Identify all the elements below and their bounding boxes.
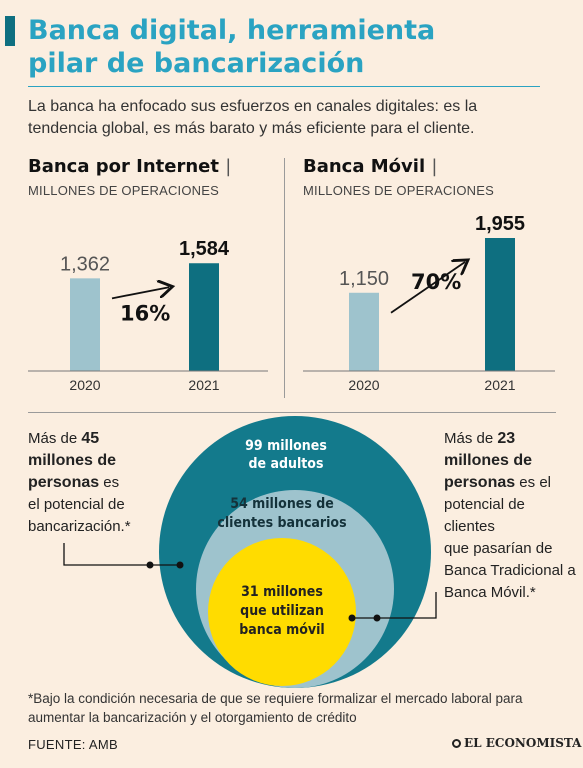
growth-arrow [111,287,169,300]
right-note-text: potencial de clientes [444,496,525,535]
section-divider [28,412,556,413]
right-leader-dot [373,614,381,622]
left-note: Más de 45 millones de personas es el pot… [28,428,148,538]
circle-mobile-users [208,538,356,686]
left-note-bold: millones de [28,452,117,469]
chart-unit-internet: MILLONES DE OPERACIONES [28,183,219,198]
left-note-text: el potencial de [28,496,125,513]
subtitle: La banca ha enfocado sus esfuerzos en ca… [28,96,568,140]
right-note-text: Banca Móvil.* [444,584,536,601]
left-note-text: bancarización.* [28,518,131,535]
chart-title-internet: Banca por Internet | [28,156,231,177]
title-rule [28,86,540,87]
bar-value-label: 1,150 [339,268,389,290]
bar-2020 [70,278,100,371]
left-note-text: es [99,474,120,491]
page-title: Banca digital, herramienta pilar de banc… [28,14,548,80]
middle-label-1: 54 millones de [230,496,334,512]
right-note-text: Banca Tradicional a [444,562,576,579]
inner-label-3: banca móvil [239,622,324,638]
right-note: Más de 23 millones de personas es el pot… [444,428,579,604]
middle-label-2: clientes bancarios [217,515,346,531]
growth-percent-label: 16% [120,301,170,325]
chart-title-internet-text: Banca por Internet [28,156,219,177]
x-tick-label: 2020 [69,377,100,393]
inner-label-1: 31 millones [241,584,323,600]
chart-unit-movil: MILLONES DE OPERACIONES [303,183,494,198]
brand-name: EL ECONOMISTA [464,736,582,750]
title-line-2: pilar de bancarización [28,48,365,79]
left-leader-dot [176,561,184,569]
title-accent-bar [5,16,15,46]
outer-label-1: 99 millones [245,438,327,454]
left-note-text: Más de [28,430,82,447]
x-tick-label: 2021 [188,377,219,393]
left-leader-line [63,543,180,566]
chart-internet: 1,362 2020 1,584 2021 16% [28,238,268,393]
bar-charts: 1,362 2020 1,584 2021 16% 1,150 2020 1,955 2021… [28,213,555,393]
right-leader-dot [348,614,356,622]
source-label: FUENTE: AMB [28,737,118,752]
bar-2020 [349,292,379,371]
right-note-number: 23 [497,430,516,447]
left-leader-dot [146,561,154,569]
footnote-line-1: *Bajo la condición necesaria de que se r… [28,691,523,706]
outer-label-2: de adultos [249,456,324,472]
right-note-text: Más de [444,430,498,447]
subtitle-line-1: La banca ha enfocado sus esfuerzos en ca… [28,98,478,115]
bar-value-label: 1,584 [179,238,230,260]
inner-label-2: que utilizan [240,603,324,619]
brand-logo: EL ECONOMISTA [452,736,581,750]
nested-circles-diagram: 99 millones de adultos 54 millones de cl… [63,416,437,688]
right-note-bold: millones de [444,452,533,469]
panel-divider [284,158,285,398]
right-note-text: es el [515,474,551,491]
bar-2021 [189,263,219,371]
chart-title-movil-text: Banca Móvil [303,156,426,177]
footnote: *Bajo la condición necesaria de que se r… [28,689,573,727]
chart-title-movil: Banca Móvil | [303,156,437,177]
right-note-bold: personas [444,474,516,491]
x-tick-label: 2021 [484,377,515,393]
left-note-number: 45 [81,430,100,447]
growth-arrow [390,262,465,314]
right-note-text: que pasarían de [444,540,553,557]
left-note-bold: personas [28,474,100,491]
bar-value-label: 1,955 [475,213,525,235]
bar-2021 [485,238,515,371]
x-tick-label: 2020 [348,377,379,393]
subtitle-line-2: tendencia global, es más barato y más ef… [28,120,475,137]
title-separator: | [431,156,438,177]
growth-percent-label: 70% [411,270,461,294]
bar-value-label: 1,362 [60,253,110,275]
title-separator: | [225,156,232,177]
footnote-line-2: aumentar la bancarización y el otorgamie… [28,710,357,725]
chart-movil: 1,150 2020 1,955 2021 70% [303,213,555,393]
brand-icon [452,739,461,748]
title-line-1: Banca digital, herramienta [28,15,436,46]
